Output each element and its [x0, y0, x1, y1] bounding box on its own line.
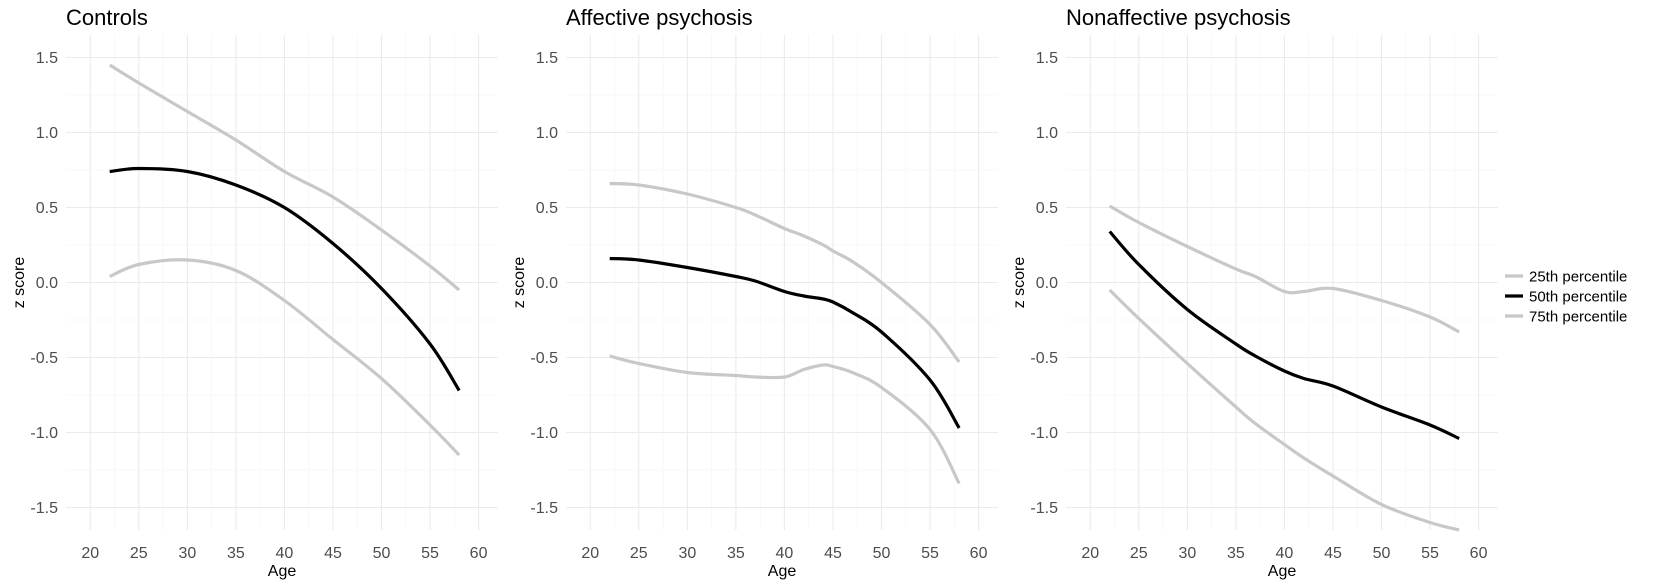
y-tick-label: -0.5 — [1030, 350, 1058, 367]
y-tick-label: -1.0 — [30, 425, 58, 442]
x-tick-label: 45 — [324, 545, 342, 562]
series-line-50th-percentile — [1108, 230, 1460, 440]
y-tick-label: 1.0 — [36, 125, 58, 142]
x-tick-label: 30 — [1178, 545, 1196, 562]
x-tick-label: 35 — [1227, 545, 1245, 562]
series-line-75th-percentile — [1108, 204, 1460, 334]
x-tick-label: 40 — [1276, 545, 1294, 562]
y-tick-label: 1.5 — [536, 50, 558, 67]
series-line-75th-percentile — [108, 63, 461, 292]
x-axis-title: Age — [268, 563, 297, 580]
x-tick-label: 55 — [921, 545, 939, 562]
legend-label: 75th percentile — [1529, 309, 1627, 326]
legend: 25th percentile 50th percentile 75th perce… — [1505, 269, 1627, 326]
x-tick-label: 55 — [421, 545, 439, 562]
series-line-50th-percentile — [109, 166, 461, 392]
x-tick-label: 20 — [81, 545, 99, 562]
x-tick-label: 25 — [630, 545, 648, 562]
x-tick-label: 60 — [1470, 545, 1488, 562]
panel-1: Controls 1.5 1.0 0.5 0.0 -0.5 -1.0 -1.5 20 25 30 35… — [11, 5, 498, 580]
y-tick-label: 0.5 — [1036, 200, 1058, 217]
x-tick-label: 30 — [678, 545, 696, 562]
series-line-25th-percentile — [109, 258, 461, 457]
panel-title: Controls — [66, 5, 148, 30]
y-tick-label: 1.5 — [36, 50, 58, 67]
y-tick-label: 1.0 — [1036, 125, 1058, 142]
x-tick-label: 35 — [227, 545, 245, 562]
y-tick-label: -1.5 — [530, 500, 558, 517]
y-tick-label: 0.0 — [36, 275, 58, 292]
y-axis-title: z score — [11, 257, 28, 309]
y-tick-label: 1.0 — [536, 125, 558, 142]
gridlines — [566, 35, 998, 530]
series-line-75th-percentile — [609, 181, 961, 363]
x-tick-label: 25 — [130, 545, 148, 562]
x-tick-label: 55 — [1421, 545, 1439, 562]
panel-title: Affective psychosis — [566, 5, 753, 30]
y-tick-label: 0.5 — [36, 200, 58, 217]
x-tick-label: 45 — [824, 545, 842, 562]
gridlines — [1066, 35, 1498, 530]
series-line-25th-percentile — [609, 354, 961, 485]
y-tick-label: -1.5 — [1030, 500, 1058, 517]
x-tick-label: 20 — [1081, 545, 1099, 562]
x-tick-label: 40 — [276, 545, 294, 562]
y-tick-label: -1.0 — [530, 425, 558, 442]
x-tick-label: 30 — [178, 545, 196, 562]
panel-3: Nonaffective psychosis 1.5 1.0 0.5 0.0 -0.5 -1… — [1011, 5, 1498, 580]
x-tick-label: 50 — [373, 545, 391, 562]
y-axis-title: z score — [1011, 257, 1028, 309]
y-tick-label: 0.0 — [536, 275, 558, 292]
x-tick-label: 45 — [1324, 545, 1342, 562]
y-tick-label: 0.5 — [536, 200, 558, 217]
x-tick-label: 60 — [470, 545, 488, 562]
panel-2: Affective psychosis 1.5 1.0 0.5 0.0 -0.5 -1.0 -… — [511, 5, 998, 580]
x-axis-title: Age — [1268, 563, 1297, 580]
x-tick-label: 25 — [1130, 545, 1148, 562]
y-tick-label: -1.0 — [1030, 425, 1058, 442]
x-tick-label: 50 — [1373, 545, 1391, 562]
x-tick-label: 20 — [581, 545, 599, 562]
x-tick-label: 35 — [727, 545, 745, 562]
gridlines — [66, 35, 498, 530]
series-line-25th-percentile — [1108, 288, 1460, 532]
y-tick-label: -0.5 — [530, 350, 558, 367]
panel-title: Nonaffective psychosis — [1066, 5, 1291, 30]
x-tick-label: 60 — [970, 545, 988, 562]
x-tick-label: 40 — [776, 545, 794, 562]
y-tick-label: 1.5 — [1036, 50, 1058, 67]
x-tick-label: 50 — [873, 545, 891, 562]
series-line-50th-percentile — [609, 256, 961, 429]
legend-label: 50th percentile — [1529, 289, 1627, 306]
y-tick-label: -0.5 — [30, 350, 58, 367]
y-axis-title: z score — [511, 257, 528, 309]
legend-label: 25th percentile — [1529, 269, 1627, 286]
y-tick-label: -1.5 — [30, 500, 58, 517]
y-tick-label: 0.0 — [1036, 275, 1058, 292]
x-axis-title: Age — [768, 563, 797, 580]
